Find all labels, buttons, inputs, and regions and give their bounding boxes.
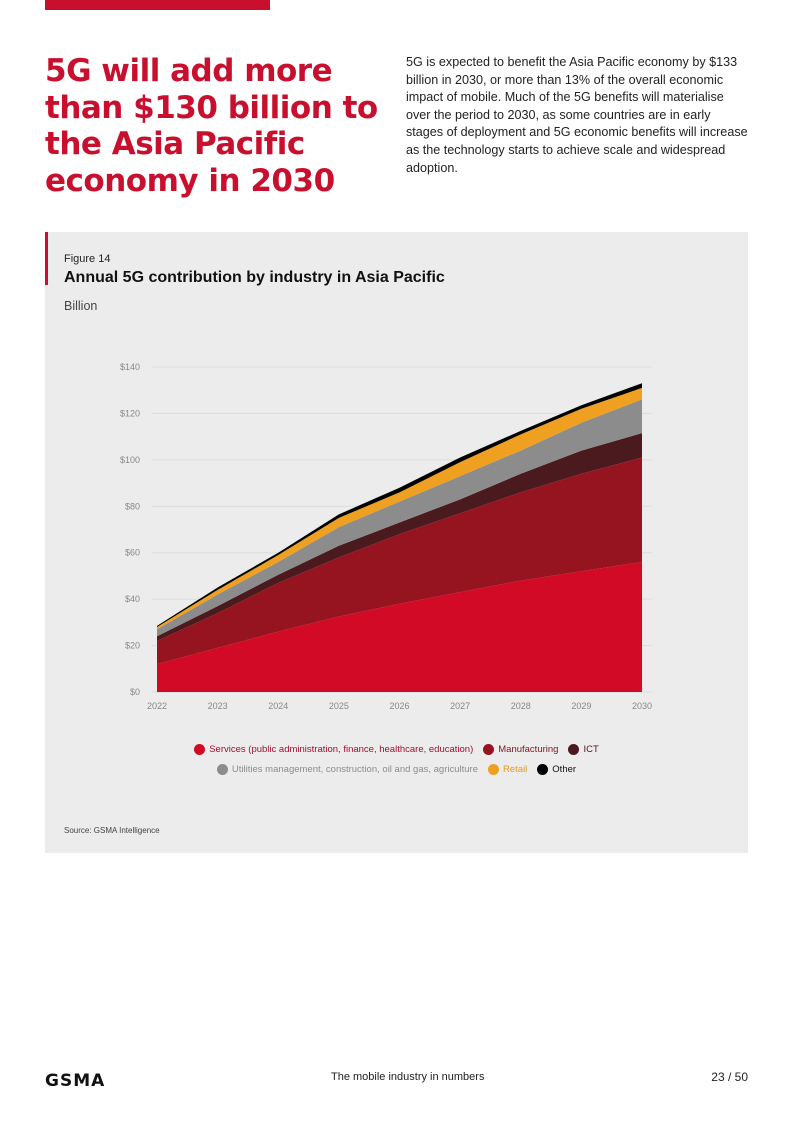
legend-dot-icon	[216, 764, 228, 775]
page-headline: 5G will add more than $130 billion to th…	[45, 53, 378, 199]
gsma-logo: GSMA	[45, 1071, 106, 1091]
y-tick-label: $120	[120, 408, 140, 418]
legend-dot-icon	[194, 744, 206, 755]
area-series-utilities	[157, 399, 642, 637]
x-tick-label: 2026	[389, 701, 409, 711]
legend-dot-icon	[483, 744, 495, 755]
legend-item: Other	[537, 764, 576, 775]
legend-label: Utilities management, construction, oil …	[231, 764, 478, 775]
legend-row-2: Utilities management, construction, oil …	[45, 764, 748, 778]
source-note: Source: GSMA Intelligence	[64, 826, 160, 835]
intro-paragraph: 5G is expected to benefit the Asia Pacif…	[406, 55, 748, 175]
figure-panel: Figure 14 Annual 5G contribution by indu…	[45, 232, 748, 853]
legend-item: Retail	[488, 764, 527, 775]
area-series-services	[157, 562, 642, 692]
legend-dot-icon	[488, 764, 499, 775]
figure-number: Figure 14	[64, 253, 111, 265]
legend-item: Utilities management, construction, oil …	[216, 764, 478, 775]
x-tick-label: 2029	[571, 701, 591, 711]
y-tick-label: $20	[125, 641, 140, 651]
y-tick-label: $60	[125, 548, 140, 558]
footer-title: The mobile industry in numbers	[331, 1071, 485, 1083]
x-tick-label: 2025	[329, 701, 349, 711]
x-tick-label: 2022	[147, 701, 167, 711]
y-axis-label: Billion	[64, 299, 98, 313]
y-tick-label: $80	[125, 501, 140, 511]
page-number: 23 / 50	[711, 1070, 748, 1084]
area-chart: $0 $20 $40 $60 $80 $100 $120 $140 2022 2023 2024 20…	[120, 362, 652, 711]
legend-dot-icon	[537, 764, 549, 775]
legend-label: Retail	[503, 764, 528, 775]
legend-item: Services (public administration, finance…	[194, 744, 473, 755]
legend-dot-icon	[568, 744, 580, 755]
top-accent-bar	[45, 0, 270, 10]
legend-item: ICT	[568, 744, 599, 755]
y-tick-label: $140	[120, 362, 140, 372]
x-tick-label: 2030	[632, 701, 652, 711]
y-tick-label: $40	[125, 594, 140, 604]
x-tick-label: 2023	[208, 701, 228, 711]
legend-label: Manufacturing	[498, 744, 559, 755]
y-tick-label: $100	[120, 455, 140, 465]
x-tick-label: 2028	[511, 701, 531, 711]
area-series-ict	[157, 433, 642, 641]
area-series-retail	[157, 387, 642, 630]
legend-item: Manufacturing	[483, 744, 558, 755]
legend-label: Services (public administration, finance…	[209, 744, 474, 755]
y-tick-label: $0	[130, 687, 140, 697]
x-tick-label: 2024	[268, 701, 288, 711]
chart-title: Annual 5G contribution by industry in As…	[64, 269, 445, 286]
panel-accent-bar	[45, 232, 48, 285]
legend-label: ICT	[583, 744, 599, 755]
x-tick-label: 2027	[450, 701, 470, 711]
area-series-manufacturing	[157, 457, 642, 665]
legend-row-1: Services (public administration, finance…	[45, 744, 748, 758]
legend-label: Other	[552, 764, 577, 775]
